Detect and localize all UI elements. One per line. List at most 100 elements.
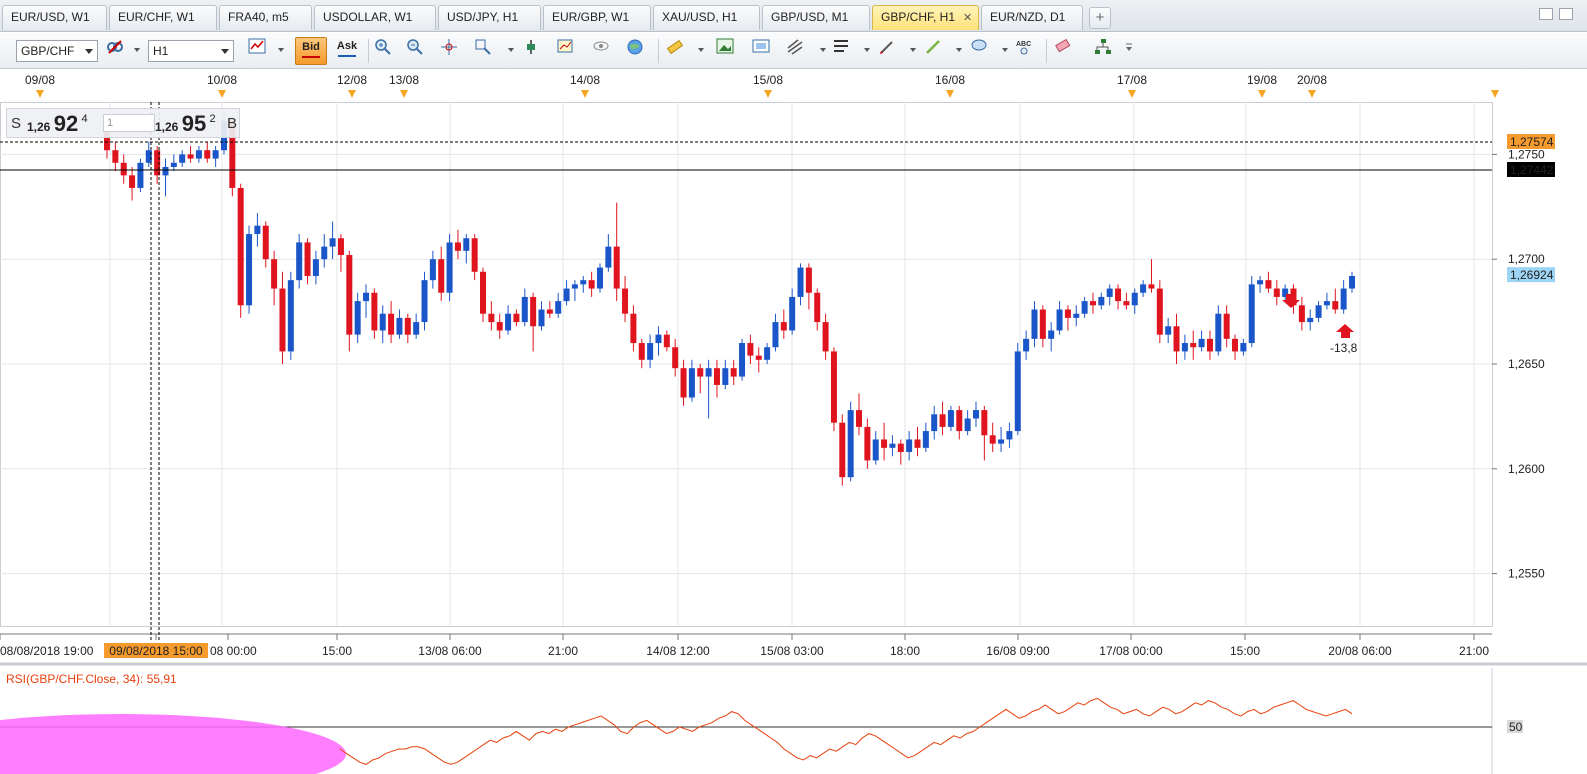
bid-button[interactable]: Bid: [295, 37, 327, 65]
magnify-icon[interactable]: [474, 38, 500, 64]
candle-body: [1315, 305, 1322, 318]
chart-link-icon[interactable]: [106, 38, 132, 64]
sell-price-button[interactable]: 1,26 92 4: [27, 111, 88, 137]
top-date-label: 16/08: [935, 73, 965, 87]
tab-bar: EUR/USD, W1 EUR/CHF, W1 FRA40, m5 USDOLLAR,…: [0, 0, 1587, 32]
chevron-down-icon[interactable]: [134, 48, 140, 52]
quantity-input[interactable]: 1: [103, 114, 155, 132]
candle: [697, 364, 704, 394]
chart-area[interactable]: 1,2750 1,2700 1,2650 1,2600 1,2550 09/08 10/08…: [0, 70, 1587, 774]
toolbar-menu-icon[interactable]: [1124, 38, 1140, 64]
candle-body: [998, 439, 1005, 444]
chart-type-icon[interactable]: [248, 38, 274, 64]
maximize-window-icon[interactable]: [1559, 8, 1573, 20]
hierarchy-icon[interactable]: [1094, 38, 1120, 64]
tab-xau-usd-h1[interactable]: XAU/USD, H1: [653, 5, 760, 30]
chevron-down-icon[interactable]: [1002, 48, 1008, 52]
bid-underline: [302, 56, 320, 58]
candle-body: [739, 343, 746, 377]
top-date-label: 14/08: [570, 73, 600, 87]
candle: [304, 238, 311, 285]
pen-icon[interactable]: [878, 38, 904, 64]
chevron-down-icon[interactable]: [508, 48, 514, 52]
tab-eur-chf-w1[interactable]: EUR/CHF, W1: [109, 5, 217, 30]
candle: [555, 292, 562, 318]
sell-price-prefix: 1,26: [27, 120, 51, 134]
time-axis-label: 08 00:00: [210, 644, 257, 658]
candle-body: [488, 313, 495, 323]
eraser-icon[interactable]: [1054, 38, 1080, 64]
chevron-down-icon[interactable]: [956, 48, 962, 52]
candle-body: [730, 368, 737, 377]
candle-body: [972, 410, 979, 419]
session-marker-icon: [764, 90, 772, 98]
candle: [897, 439, 904, 465]
candle: [1073, 305, 1080, 327]
screenshot-icon[interactable]: [752, 38, 778, 64]
tab-usd-jpy-h1[interactable]: USD/JPY, H1: [438, 5, 541, 30]
candle: [1115, 284, 1122, 310]
indicator-icon[interactable]: [556, 38, 582, 64]
candle-body: [864, 426, 871, 461]
candle-body: [1089, 301, 1096, 306]
candle: [722, 359, 729, 390]
candle-body: [438, 259, 445, 293]
trendline-icon[interactable]: [786, 38, 812, 64]
restore-window-icon[interactable]: [1539, 8, 1553, 20]
line-draw-icon[interactable]: [924, 38, 950, 64]
eye-icon[interactable]: [592, 38, 618, 64]
candle: [480, 267, 487, 323]
sell-label[interactable]: S: [11, 115, 22, 132]
tab-gbp-chf-h1[interactable]: GBP/CHF, H1 ✕: [872, 5, 979, 30]
chevron-down-icon[interactable]: [820, 48, 826, 52]
rsi-indicator-label[interactable]: RSI(GBP/CHF.Close, 34): 55,91: [6, 672, 177, 686]
tab-eur-usd-w1[interactable]: EUR/USD, W1: [2, 5, 107, 30]
svg-text:ABC: ABC: [1016, 41, 1031, 48]
candle: [713, 359, 720, 398]
ruler-icon[interactable]: [666, 38, 692, 64]
crosshair-icon[interactable]: [440, 38, 466, 64]
zoom-in-icon[interactable]: [374, 38, 400, 64]
buy-label[interactable]: B: [226, 115, 237, 132]
zoom-out-icon[interactable]: [406, 38, 432, 64]
ellipse-icon[interactable]: [970, 38, 996, 64]
horizontal-lines-icon[interactable]: [832, 38, 858, 64]
text-tool-icon[interactable]: ABC: [1014, 38, 1040, 64]
image-icon[interactable]: [716, 38, 742, 64]
candle-body: [145, 150, 152, 163]
top-date-label: 09/08: [25, 73, 55, 87]
data-marker-icon[interactable]: [522, 38, 548, 64]
tab-fra40-m5[interactable]: FRA40, m5: [219, 5, 312, 30]
candle-body: [1298, 305, 1305, 323]
ask-button[interactable]: Ask: [331, 37, 363, 65]
chevron-down-icon[interactable]: [910, 48, 916, 52]
tab-eur-nzd-d1[interactable]: EUR/NZD, D1: [981, 5, 1083, 30]
globe-icon[interactable]: [626, 38, 652, 64]
candle: [755, 347, 762, 373]
candle-body: [446, 242, 453, 293]
candle-body: [329, 238, 336, 247]
add-tab-icon[interactable]: +: [1089, 7, 1111, 29]
tab-gbp-usd-m1[interactable]: GBP/USD, M1: [762, 5, 870, 30]
time-axis-label: 16/08 09:00: [986, 644, 1050, 658]
candle: [488, 301, 495, 331]
chevron-down-icon[interactable]: [698, 48, 704, 52]
pending-order-price-tag: [1507, 134, 1555, 149]
chevron-down-icon[interactable]: [278, 48, 284, 52]
candle-body: [480, 271, 487, 314]
time-axis-label: 21:00: [548, 644, 578, 658]
chevron-down-icon[interactable]: [864, 48, 870, 52]
candle: [154, 146, 161, 184]
close-icon[interactable]: ✕: [963, 12, 973, 24]
candle: [772, 313, 779, 352]
candle-body: [496, 322, 503, 331]
buy-price-button[interactable]: 1,26 95 2: [155, 111, 216, 137]
buy-price-main: 95: [181, 111, 207, 136]
tab-eur-gbp-w1[interactable]: EUR/GBP, W1: [543, 5, 651, 30]
timeframe-select[interactable]: H1: [148, 40, 234, 62]
tab-usdollar-w1[interactable]: USDOLLAR, W1: [314, 5, 436, 30]
symbol-select[interactable]: GBP/CHF: [16, 40, 98, 62]
candle-body: [413, 322, 420, 335]
